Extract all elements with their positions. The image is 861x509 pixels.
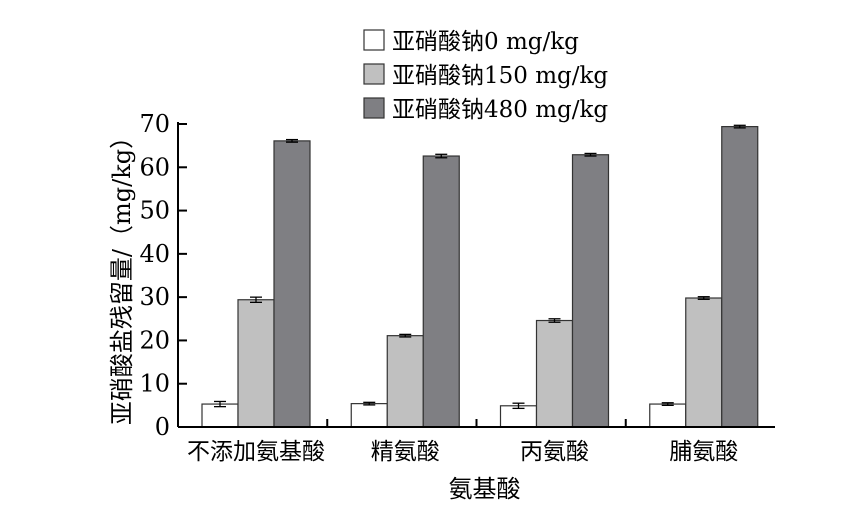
bar-2-3 xyxy=(535,319,574,428)
x-tick-label: 丙氨酸 xyxy=(520,439,589,465)
y-tick-label: 50 xyxy=(139,197,170,225)
y-tick-label: 40 xyxy=(139,240,170,268)
y-tick-label: 60 xyxy=(139,153,170,181)
y-tick-label: 30 xyxy=(139,283,170,311)
x-tick-label: 脯氨酸 xyxy=(669,439,738,465)
legend-label-1: 亚硝酸钠0 mg/kg xyxy=(392,29,579,55)
y-axis-title: 亚硝酸盐残留量/（mg/kg） xyxy=(108,125,136,425)
legend-swatch-3 xyxy=(363,97,385,119)
bar-3-2 xyxy=(422,155,460,428)
legend: 亚硝酸钠0 mg/kg 亚硝酸钠150 mg/kg 亚硝酸钠480 mg/kg xyxy=(363,29,608,123)
x-axis-title: 氨基酸 xyxy=(449,475,521,503)
bar-1-1 xyxy=(201,403,239,428)
bar-2-1 xyxy=(237,299,275,428)
legend-swatch-2 xyxy=(363,63,385,85)
legend-label-3: 亚硝酸钠480 mg/kg xyxy=(392,97,608,123)
bar-1-4 xyxy=(649,403,687,428)
y-tick-label: 20 xyxy=(139,326,170,354)
legend-swatch-1 xyxy=(363,29,385,51)
y-tick-label: 70 xyxy=(139,110,170,138)
bar-3-1 xyxy=(273,140,311,428)
bar-3-4 xyxy=(721,125,759,428)
x-tick-label: 精氨酸 xyxy=(371,439,440,465)
bar-2-2 xyxy=(386,335,424,428)
bar-1-2 xyxy=(350,403,388,428)
bar-2-4 xyxy=(685,297,723,428)
y-tick-label: 0 xyxy=(155,413,170,441)
bar-3-3 xyxy=(571,154,610,428)
y-tick-label: 10 xyxy=(139,370,170,398)
legend-label-2: 亚硝酸钠150 mg/kg xyxy=(392,63,608,89)
x-tick-label: 不添加氨基酸 xyxy=(187,439,325,465)
bars xyxy=(201,124,759,428)
axes: 不添加氨基酸 精氨酸 丙氨酸 脯氨酸 0 10 20 30 40 50 60 70 xyxy=(139,110,775,465)
